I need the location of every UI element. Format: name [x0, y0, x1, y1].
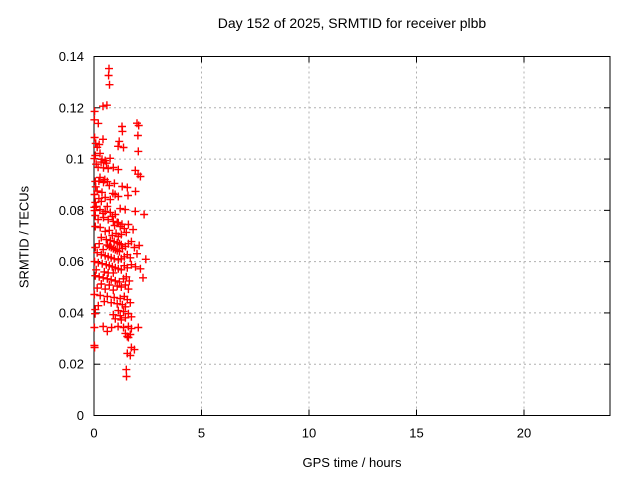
y-tick-label: 0.02 [59, 357, 84, 372]
x-tick-label: 20 [517, 426, 531, 441]
y-tick-label: 0.12 [59, 100, 84, 115]
y-tick-label: 0.04 [59, 305, 84, 320]
chart-title: Day 152 of 2025, SRMTID for receiver plb… [217, 15, 487, 31]
y-tick-label: 0.06 [59, 254, 84, 269]
y-tick-label: 0.14 [59, 49, 84, 64]
x-tick-label: 5 [198, 426, 205, 441]
y-tick-label: 0 [77, 408, 84, 423]
y-tick-label: 0.1 [66, 152, 84, 167]
scatter-points [90, 64, 150, 381]
y-tick-label: 0.08 [59, 203, 84, 218]
plot-border [93, 56, 611, 416]
x-axis-label: GPS time / hours [302, 455, 402, 470]
x-tick-label: 0 [90, 426, 97, 441]
x-tick-label: 10 [302, 426, 316, 441]
x-tick-label: 15 [409, 426, 423, 441]
